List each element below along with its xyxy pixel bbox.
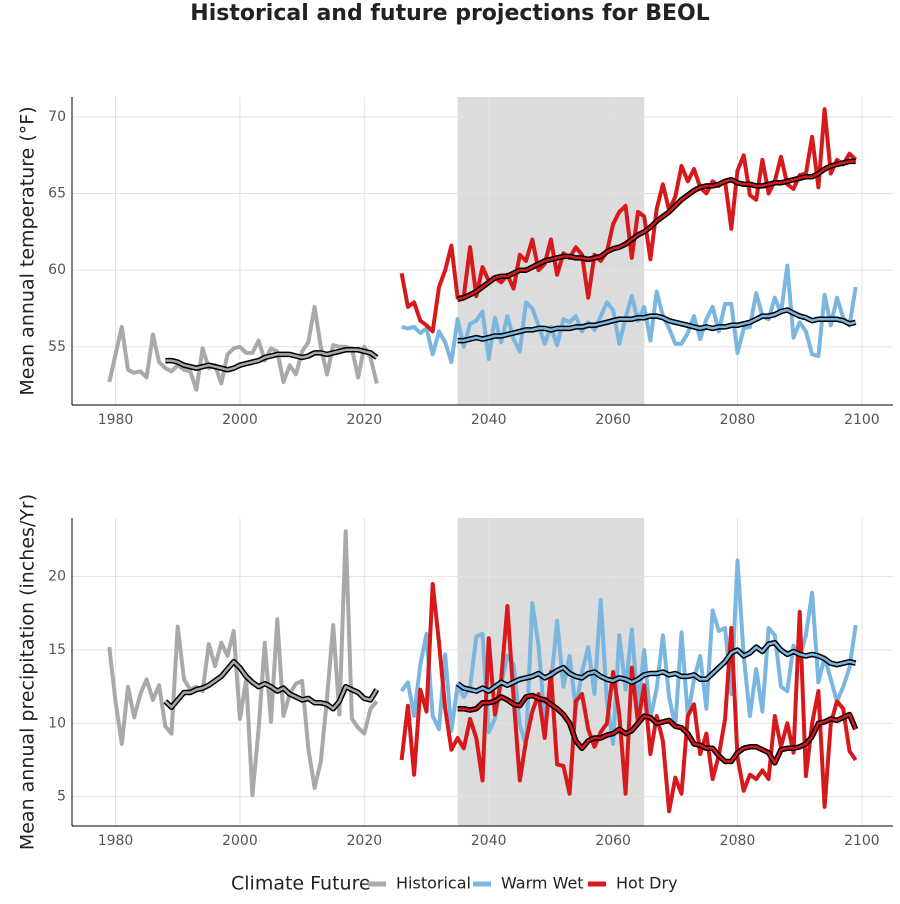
x-tick-label: 2040	[471, 833, 507, 849]
y-tick-label: 55	[48, 339, 66, 355]
x-tick-label: 2100	[844, 412, 880, 428]
x-tick-label: 2060	[595, 412, 631, 428]
y-axis-label: Mean annual temperature (°F)	[17, 106, 39, 395]
y-axis-label: Mean annual precipitation (inches/Yr)	[17, 494, 39, 850]
series-line	[107, 304, 379, 392]
y-tick-label: 5	[57, 789, 66, 805]
x-tick-label: 2100	[844, 833, 880, 849]
chart-title: Historical and future projections for BE…	[190, 1, 709, 26]
x-tick-label: 2020	[347, 833, 383, 849]
smoothed-line	[457, 307, 857, 344]
series-line	[107, 529, 379, 798]
x-tick-label: 2080	[720, 833, 756, 849]
x-tick-label: 1980	[98, 833, 134, 849]
smoothed-line	[456, 158, 856, 302]
smoothed-core	[457, 308, 856, 342]
y-tick-label: 60	[48, 262, 66, 278]
legend-label: Historical	[396, 874, 471, 893]
smoothed-core	[457, 694, 857, 765]
x-tick-label: 2080	[720, 412, 756, 428]
smoothed-line	[165, 347, 379, 373]
legend-title: Climate Future	[231, 873, 371, 895]
y-tick-label: 10	[48, 715, 66, 731]
smoothed-core	[457, 160, 856, 301]
x-tick-label: 2000	[222, 412, 258, 428]
y-tick-label: 20	[48, 569, 66, 585]
y-tick-label: 15	[48, 642, 66, 658]
y-tick-label: 70	[48, 109, 66, 125]
smoothed-line	[456, 639, 857, 694]
x-tick-label: 2060	[595, 833, 631, 849]
x-tick-label: 2040	[471, 412, 507, 428]
smoothed-core	[456, 641, 856, 693]
smoothed-line	[163, 658, 380, 712]
legend-label: Warm Wet	[501, 874, 584, 893]
x-tick-label: 1980	[98, 412, 134, 428]
x-tick-label: 2000	[222, 833, 258, 849]
smoothed-core	[164, 660, 378, 710]
y-tick-label: 65	[48, 186, 66, 202]
series-line	[399, 558, 858, 748]
smoothed-line	[457, 692, 859, 766]
smoothed-core	[165, 348, 378, 372]
x-tick-label: 2020	[347, 412, 383, 428]
legend-label: Hot Dry	[616, 874, 678, 893]
